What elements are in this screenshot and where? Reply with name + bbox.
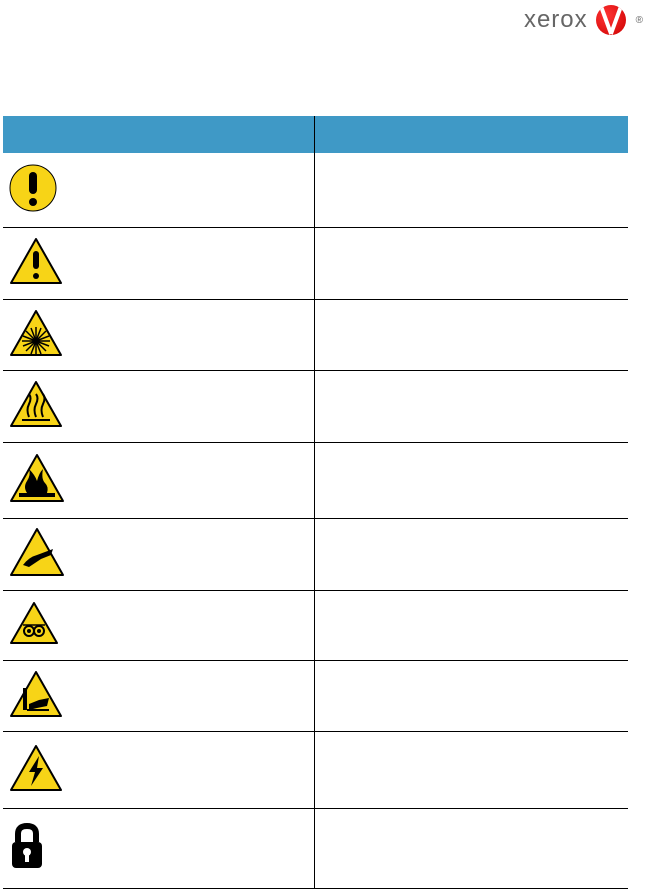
description-cell <box>315 809 628 888</box>
logo-text: xerox <box>524 6 588 34</box>
description-cell <box>315 228 628 299</box>
logo-registered-mark: ® <box>636 15 643 26</box>
table-row <box>3 153 628 228</box>
table-row <box>3 443 628 519</box>
table-row <box>3 519 628 591</box>
electrical-warning-icon <box>9 744 63 797</box>
description-cell <box>315 732 628 808</box>
icon-cell <box>3 591 315 660</box>
icon-cell <box>3 371 315 442</box>
table-header-left <box>3 116 315 153</box>
laser-warning-icon <box>9 309 63 362</box>
description-cell <box>315 591 628 660</box>
logo-sphere-icon <box>596 5 626 35</box>
icon-cell <box>3 153 315 227</box>
table-row <box>3 300 628 371</box>
table-row <box>3 228 628 300</box>
logo: xerox ® <box>524 5 643 35</box>
description-cell <box>315 153 628 227</box>
description-cell <box>315 300 628 370</box>
icon-cell <box>3 228 315 299</box>
description-cell <box>315 519 628 590</box>
icon-cell <box>3 519 315 590</box>
icon-cell <box>3 443 315 518</box>
moving-parts-warning-icon <box>9 601 59 650</box>
table-header-row <box>3 116 628 153</box>
table-row <box>3 591 628 661</box>
table-row <box>3 809 628 889</box>
table-row <box>3 732 628 809</box>
icon-cell <box>3 300 315 370</box>
icon-cell <box>3 809 315 888</box>
description-cell <box>315 661 628 731</box>
symbols-table <box>3 116 628 889</box>
hot-surface-warning-icon <box>9 380 63 433</box>
icon-cell <box>3 661 315 731</box>
caution-circle-icon <box>9 164 57 217</box>
crush-hazard-warning-icon <box>9 670 63 723</box>
description-cell <box>315 371 628 442</box>
lock-icon <box>9 822 45 875</box>
table-row <box>3 371 628 443</box>
table-row <box>3 661 628 732</box>
pinch-hazard-warning-icon <box>9 527 65 582</box>
warning-triangle-icon <box>9 237 63 290</box>
table-header-right <box>315 116 628 153</box>
icon-cell <box>3 732 315 808</box>
description-cell <box>315 443 628 518</box>
fire-hazard-warning-icon <box>9 453 65 508</box>
